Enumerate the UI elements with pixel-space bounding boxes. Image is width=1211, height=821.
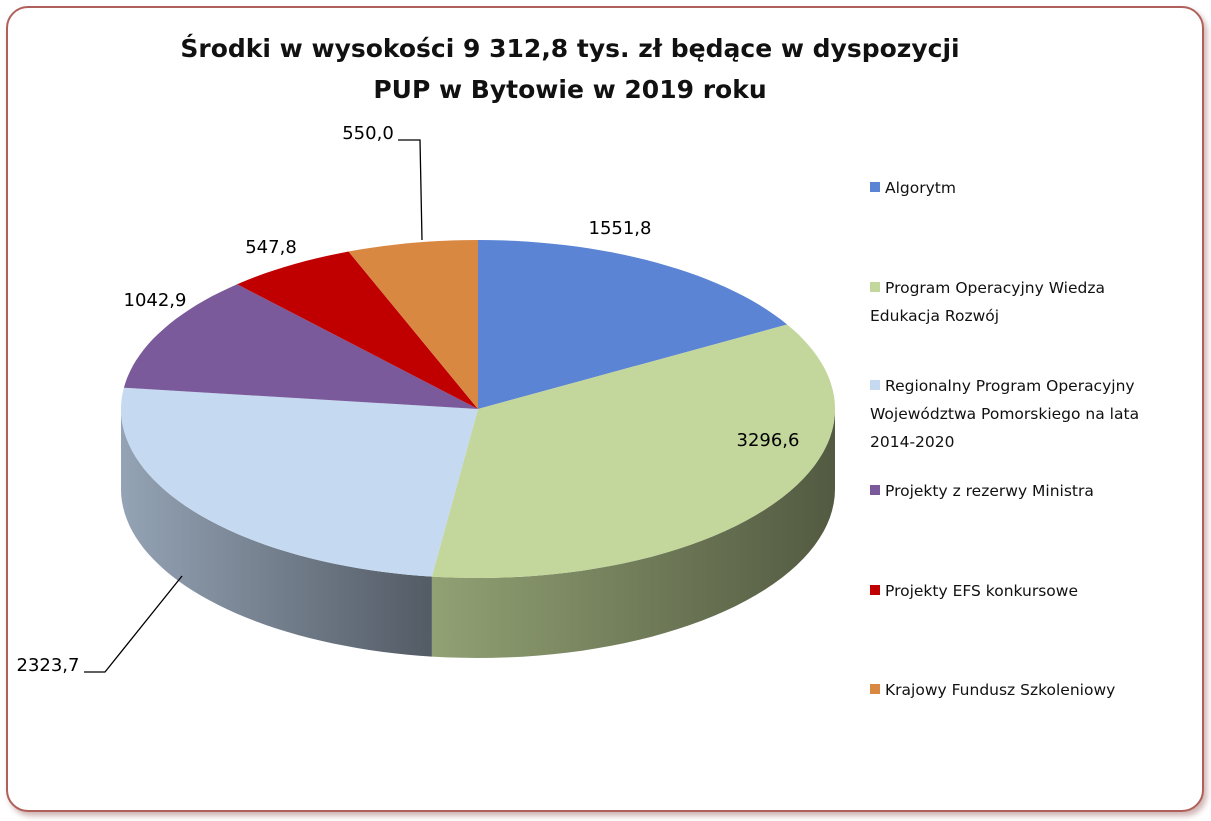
legend-item: Projekty EFS konkursowe bbox=[870, 577, 1170, 605]
legend-swatch bbox=[870, 585, 880, 595]
legend-swatch bbox=[870, 380, 880, 390]
legend-label: Krajowy Fundusz Szkoleniowy bbox=[885, 681, 1116, 699]
value-label: 2323,7 bbox=[17, 655, 80, 676]
legend-item: Algorytm bbox=[870, 174, 1170, 202]
slice bbox=[123, 284, 479, 409]
legend-label: Regionalny Program Operacyjny Województw… bbox=[870, 377, 1140, 451]
slice bbox=[478, 240, 788, 409]
legend-swatch bbox=[870, 282, 880, 292]
value-label: 1042,9 bbox=[124, 290, 187, 311]
legend-label: Projekty EFS konkursowe bbox=[885, 582, 1078, 600]
legend-item: Projekty z rezerwy Ministra bbox=[870, 477, 1170, 505]
value-label: 1551,8 bbox=[589, 218, 652, 239]
leader-line bbox=[398, 139, 423, 241]
legend-item: Regionalny Program Operacyjny Województw… bbox=[870, 372, 1170, 456]
slice bbox=[237, 251, 478, 409]
legend-swatch bbox=[870, 485, 880, 495]
chart-title: PUP w Bytowie w 2019 roku bbox=[373, 75, 766, 104]
chart-title: Środki w wysokości 9 312,8 tys. zł będąc… bbox=[180, 33, 959, 63]
legend-item: Krajowy Fundusz Szkoleniowy bbox=[870, 676, 1170, 704]
legend-item: Program Operacyjny Wiedza Edukacja Rozwó… bbox=[870, 274, 1170, 330]
slice bbox=[431, 324, 835, 578]
slice bbox=[121, 387, 478, 577]
legend-label: Program Operacyjny Wiedza Edukacja Rozwó… bbox=[870, 279, 1105, 325]
legend-swatch bbox=[870, 182, 880, 192]
slice-side bbox=[121, 409, 432, 657]
leader-line bbox=[84, 575, 183, 673]
legend-swatch bbox=[870, 684, 880, 694]
slice bbox=[348, 240, 478, 409]
legend-label: Algorytm bbox=[885, 179, 956, 197]
slice-side bbox=[431, 409, 835, 658]
value-label: 550,0 bbox=[342, 123, 394, 144]
value-label: 3296,6 bbox=[737, 430, 800, 451]
legend-label: Projekty z rezerwy Ministra bbox=[885, 482, 1094, 500]
value-label: 547,8 bbox=[245, 237, 297, 258]
